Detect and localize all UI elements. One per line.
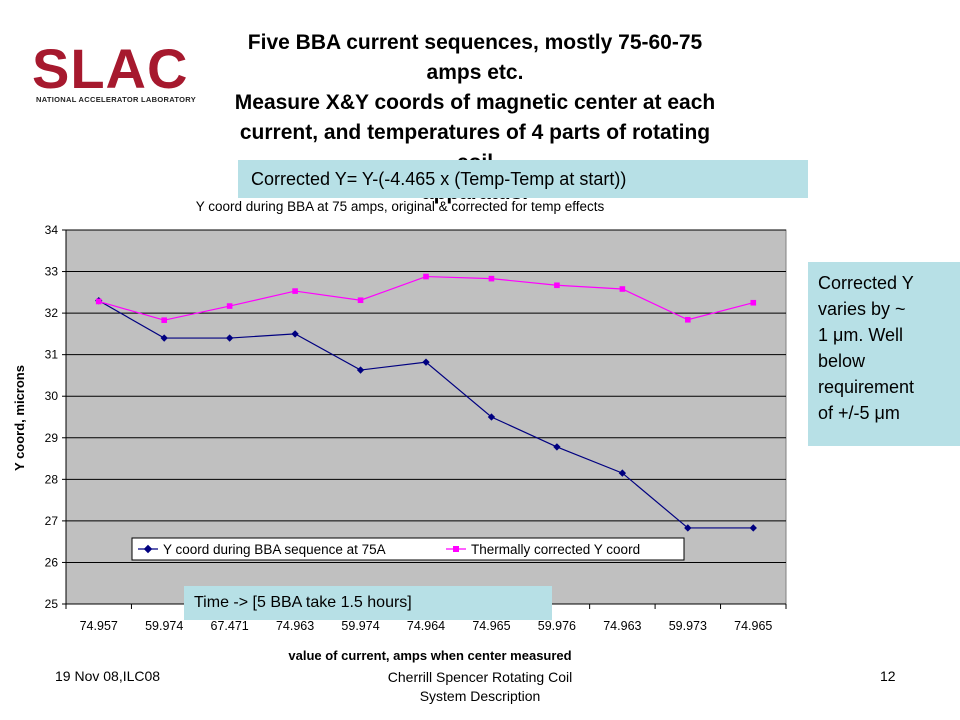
data-point: [685, 316, 691, 323]
y-tick-label: 27: [45, 514, 59, 528]
data-point: [750, 299, 757, 306]
data-point: [554, 282, 560, 289]
legend-series1-label: Y coord during BBA sequence at 75A: [163, 542, 386, 557]
side-note-line: below: [818, 351, 866, 371]
data-point: [356, 366, 365, 374]
y-tick-label: 29: [45, 431, 59, 445]
chart-legend: Y coord during BBA sequence at 75A Therm…: [131, 537, 685, 561]
data-point: [95, 296, 103, 305]
data-point: [226, 303, 233, 309]
y-tick-label: 30: [45, 389, 59, 403]
correction-formula-callout: Corrected Y= Y-(-4.465 x (Temp-Temp at s…: [238, 160, 808, 198]
y-tick-label: 32: [45, 306, 59, 320]
slac-logo: SLAC: [32, 38, 188, 100]
time-note-callout: Time -> [5 BBA take 1.5 hours]: [184, 586, 552, 620]
y-tick-label: 28: [45, 472, 59, 486]
y-tick-label: 26: [45, 555, 59, 569]
data-point: [161, 317, 167, 323]
data-point: [488, 275, 495, 282]
data-point: [291, 330, 299, 338]
x-tick-label: 74.965: [734, 619, 772, 633]
data-point: [357, 297, 364, 304]
data-point: [423, 273, 429, 280]
data-point: [225, 334, 234, 342]
footer-author: Cherrill Spencer Rotating Coil System De…: [330, 668, 630, 706]
slac-logo-text: SLAC: [32, 38, 188, 100]
side-note-line: varies by ~: [818, 299, 906, 319]
x-tick-label: 74.963: [276, 619, 314, 633]
y-tick-label: 25: [45, 597, 59, 611]
page-number: 12: [880, 668, 896, 684]
y-tick-label: 33: [45, 265, 59, 279]
data-point: [619, 286, 626, 292]
x-tick-label: 59.974: [145, 619, 183, 633]
data-point: [618, 469, 627, 477]
x-tick-label: 59.974: [341, 619, 379, 633]
data-point: [422, 358, 430, 366]
data-point: [749, 524, 757, 532]
x-tick-label: 74.965: [472, 619, 510, 633]
data-point: [684, 524, 692, 532]
y-axis-label: Y coord, microns: [12, 365, 27, 471]
x-tick-label: 59.973: [669, 619, 707, 633]
x-tick-label: 74.964: [407, 619, 445, 633]
footer-date: 19 Nov 08,ILC08: [55, 668, 161, 684]
y-tick-label: 31: [45, 348, 59, 362]
series-line: [98, 300, 754, 529]
x-tick-label: 74.963: [603, 619, 641, 633]
footer-author-line: Cherrill Spencer Rotating Coil: [387, 669, 573, 685]
chart-title: Y coord during BBA at 75 amps, original …: [195, 199, 605, 214]
side-note-line: of +/-5 μm: [818, 403, 900, 423]
y-axis-ticks: 25 26 27 28 29 30 31 32 33 34: [45, 223, 67, 611]
series-group: [95, 273, 757, 532]
legend-series2-marker: [453, 546, 459, 552]
slide-title-line: Measure X&Y coords of magnetic center at…: [234, 91, 716, 114]
data-point: [487, 413, 496, 421]
series-line: [98, 275, 754, 321]
x-tick-label: 74.957: [80, 619, 118, 633]
slac-logo-subtitle: NATIONAL ACCELERATOR LABORATORY: [36, 95, 196, 104]
plot-area: [65, 229, 787, 605]
legend-series1-marker: [143, 544, 153, 554]
data-point: [553, 443, 561, 451]
x-tick-label: 59.976: [538, 619, 576, 633]
side-note-line: Corrected Y: [818, 273, 914, 293]
y-tick-label: 34: [45, 223, 59, 237]
data-point: [292, 288, 298, 294]
gridlines: [66, 229, 786, 605]
data-point: [95, 298, 102, 305]
side-note-line: 1 μm. Well: [818, 325, 904, 345]
data-point: [160, 334, 168, 342]
side-note-callout: Corrected Y varies by ~ 1 μm. Well below…: [808, 262, 960, 446]
legend-series2-label: Thermally corrected Y coord: [471, 542, 640, 557]
side-note-line: requirement: [818, 377, 915, 397]
footer-author-line: System Description: [419, 688, 541, 704]
x-axis-label: value of current, amps when center measu…: [288, 648, 571, 663]
slide-title-line: Five BBA current sequences, mostly 75-60…: [247, 31, 703, 84]
x-tick-label: 67.471: [211, 619, 249, 633]
legend-box: [131, 537, 685, 561]
